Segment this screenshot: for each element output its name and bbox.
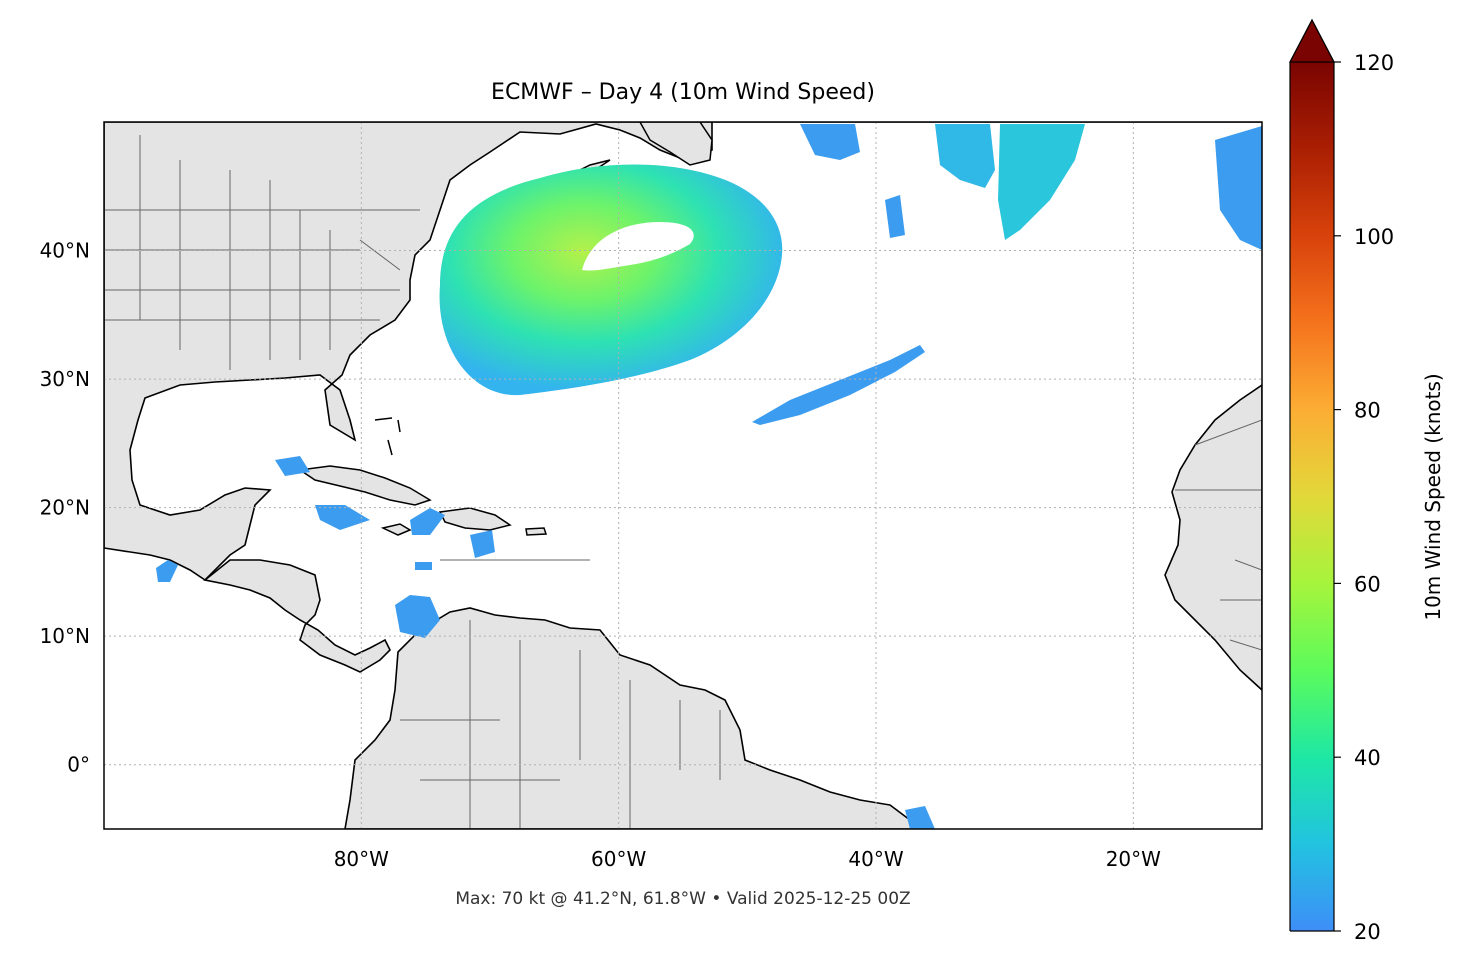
lat-axis: 40°N 30°N 20°N 10°N 0° (40, 239, 90, 777)
newfoundland-land (639, 122, 713, 166)
africa-land (1164, 384, 1262, 692)
map-area (104, 122, 1262, 829)
wind-patch (998, 124, 1085, 240)
wind-field-layer (156, 124, 1262, 829)
colorbar-tick-label: 60 (1354, 572, 1381, 596)
jamaica-land (380, 523, 412, 536)
gridlines (104, 122, 1262, 829)
lon-tick-label: 80°W (334, 847, 389, 871)
wind-patch (395, 595, 440, 638)
lat-tick-label: 10°N (40, 624, 90, 648)
north-america-land (104, 122, 1262, 582)
colorbar: 20 40 60 80 100 120 10m Wind Speed (knots) (1289, 18, 1445, 944)
wind-patch (315, 505, 370, 530)
lat-tick-label: 0° (67, 753, 90, 777)
wind-patch (800, 124, 860, 160)
colorbar-tick-label: 100 (1354, 225, 1394, 249)
puerto-rico-land (525, 527, 548, 536)
hispaniola-land (438, 507, 512, 531)
wind-patch (905, 806, 935, 829)
colorbar-tick-label: 40 (1354, 746, 1381, 770)
colorbar-ticks: 20 40 60 80 100 120 (1334, 51, 1394, 944)
central-america-land (203, 559, 391, 673)
wind-patch (935, 124, 995, 188)
wind-patch (415, 562, 432, 570)
wind-patch (156, 560, 178, 582)
lat-tick-label: 30°N (40, 367, 90, 391)
wind-patch (1215, 126, 1262, 250)
wind-patch (410, 508, 445, 535)
bahamas-land (374, 417, 401, 456)
wind-patch (885, 195, 905, 238)
colorbar-gradient (1290, 62, 1334, 931)
wind-patch (275, 456, 310, 476)
wind-patch (470, 530, 495, 558)
map-frame (103, 121, 1263, 830)
lon-tick-label: 40°W (848, 847, 903, 871)
lon-axis: 80°W 60°W 40°W 20°W (334, 847, 1161, 871)
wind-streak (752, 345, 925, 425)
footer-text: Max: 70 kt @ 41.2°N, 61.8°W • Valid 2025… (455, 889, 910, 909)
political-borders (104, 135, 1262, 829)
lon-tick-label: 20°W (1106, 847, 1161, 871)
wind-cyclone-ring (439, 164, 783, 396)
colorbar-extend-arrow (1289, 18, 1335, 63)
colorbar-label: 10m Wind Speed (knots) (1421, 373, 1445, 620)
colorbar-tick-label: 20 (1354, 920, 1381, 944)
cuba-land (297, 465, 432, 506)
colorbar-tick-label: 120 (1354, 51, 1394, 75)
map-title: ECMWF – Day 4 (10m Wind Speed) (491, 80, 875, 105)
lat-tick-label: 20°N (40, 496, 90, 520)
colorbar-outline (1289, 18, 1335, 932)
south-america-land (344, 607, 922, 829)
lat-tick-label: 40°N (40, 239, 90, 263)
lon-tick-label: 60°W (591, 847, 646, 871)
colorbar-tick-label: 80 (1354, 399, 1381, 423)
